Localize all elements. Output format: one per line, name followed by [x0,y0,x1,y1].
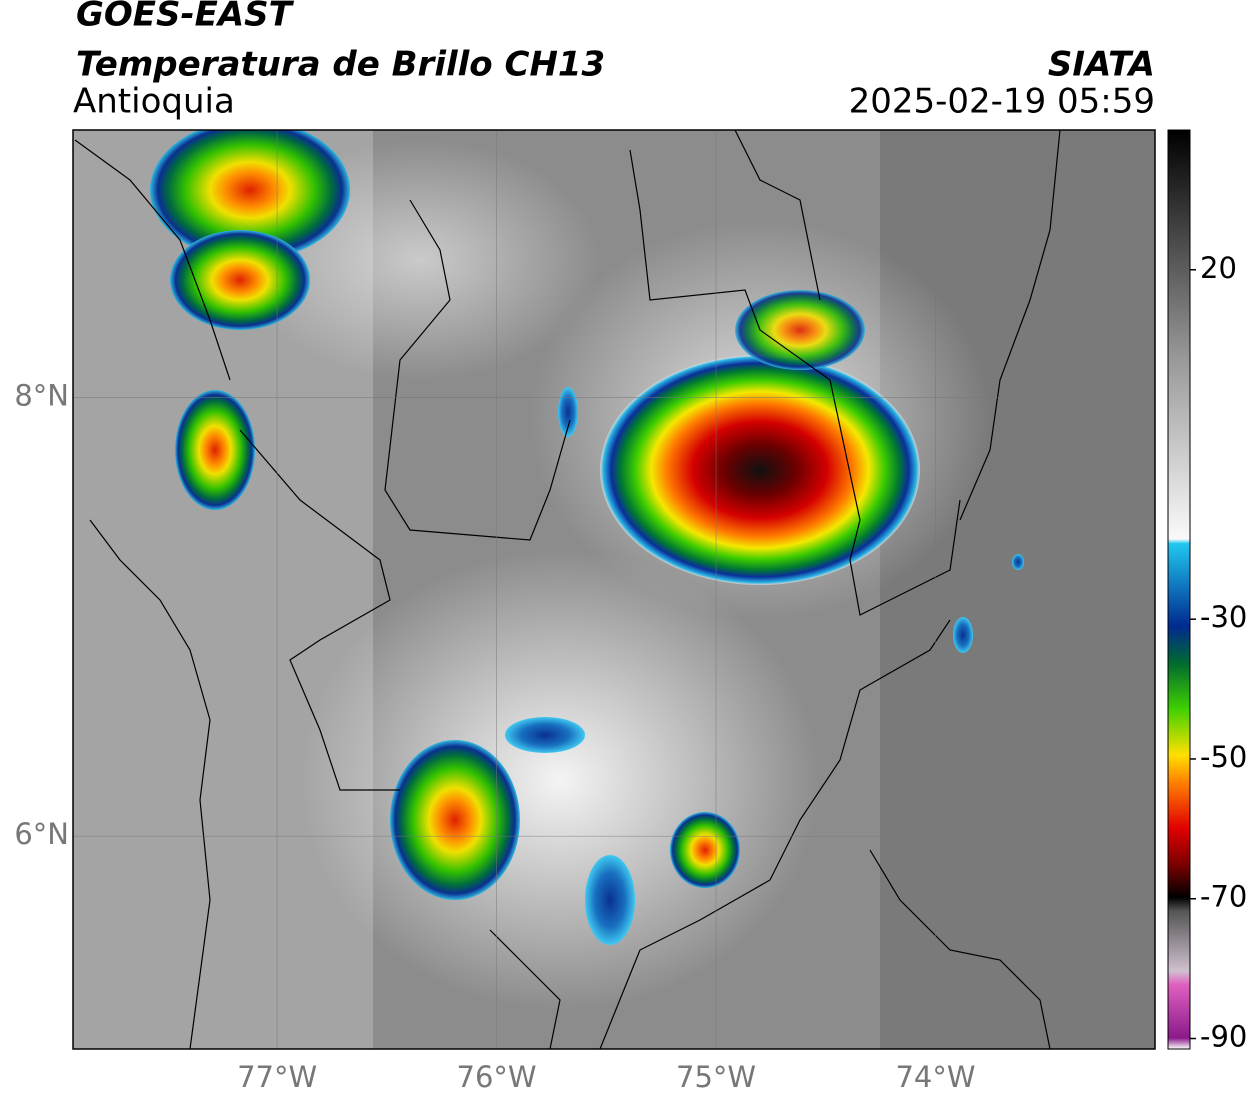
border [869,849,1051,1049]
source-label: SIATA [1048,45,1155,85]
region-label: Antioquia [73,82,235,122]
datetime-label: 2025-02-19 05:59 [849,82,1155,122]
border [89,519,211,1049]
border [599,619,951,1049]
storm [670,812,740,888]
border [629,149,961,616]
satellite-image [73,130,1155,1049]
lon-tick-label: 74°W [895,1060,975,1094]
storm [585,855,635,945]
border [734,130,821,301]
storm [150,130,350,260]
haze [300,550,820,1010]
lon-tick-label: 76°W [457,1060,537,1094]
ticks: 77°W 76°W 75°W 74°W 8°N 6°N 20 -30 -50 -70 -90 [14,251,1247,1094]
storm [505,717,585,753]
lat-tick-label: 6°N [14,817,69,851]
storm [390,740,520,900]
colorbar-tick-label: -90 [1200,1020,1247,1054]
storm [735,290,865,370]
land-east [880,130,1155,1049]
product-title: Temperatura de Brillo CH13 [76,45,605,85]
storm [600,355,920,585]
border [959,130,1061,521]
lon-tick-label: 75°W [676,1060,756,1094]
colorbar-tick-label: -50 [1200,740,1247,774]
lat-tick-label: 8°N [14,379,69,413]
lon-tick-label: 77°W [237,1060,317,1094]
map-frame [72,129,1156,1050]
storm [558,387,578,437]
colorbar [1167,129,1191,1050]
storm [1012,554,1024,570]
borders [74,130,1061,1049]
colorbar-tick-label: 20 [1200,251,1237,285]
colorbar-tick-label: -30 [1200,600,1247,634]
border [239,429,400,791]
grid [73,130,1155,1049]
header: GOES-EAST Temperatura de Brillo CH13 Ant… [73,0,1155,122]
storm [170,230,310,330]
colorbar-tick-label: -70 [1200,880,1247,914]
storm [953,617,973,653]
border [74,139,231,381]
storm [175,390,255,510]
border [489,929,561,1049]
border [384,199,571,541]
satellite-title: GOES-EAST [76,0,295,35]
